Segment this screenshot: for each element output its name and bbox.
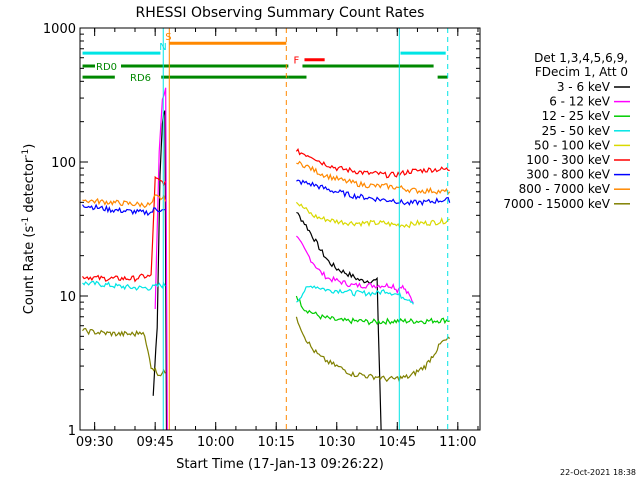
y-axis-label: Count Rate (s-1 detector-1) xyxy=(21,144,37,315)
legend-entry-label: 25 - 50 keV xyxy=(542,124,611,138)
legend-entry-label: 3 - 6 keV xyxy=(557,80,611,94)
status-bar-label-bg xyxy=(292,53,303,66)
x-tick-label: 10:45 xyxy=(379,435,416,450)
legend-entry-label: 6 - 12 keV xyxy=(549,95,611,109)
y-axis: 1 10 100 1000 xyxy=(43,22,480,439)
series-line-0 xyxy=(152,110,382,430)
status-bar-label-bg xyxy=(95,60,121,73)
x-tick-label: 10:30 xyxy=(318,435,355,450)
series-line-2 xyxy=(295,295,450,326)
y-axis-label-sup-1: -1 xyxy=(21,217,31,226)
y-tick-label: 1000 xyxy=(43,22,76,37)
status-bar-label: RD6 xyxy=(130,73,151,84)
timestamp: 22-Oct-2021 18:38 xyxy=(560,468,636,477)
x-axis: 09:30 09:45 10:00 10:15 10:30 10:45 11:00 xyxy=(76,28,479,450)
marker-label: N xyxy=(159,42,166,53)
x-axis-label: Start Time (17-Jan-13 09:26:22) xyxy=(176,457,384,472)
series-line-4 xyxy=(295,201,450,229)
y-axis-label-mid: detector xyxy=(22,157,37,217)
chart-title: RHESSI Observing Summary Count Rates xyxy=(136,5,425,21)
status-bars-layer: F RD0 RD6 xyxy=(82,41,448,84)
series-line-1 xyxy=(154,87,414,430)
legend-header-line: FDecim 1, Att 0 xyxy=(535,65,628,79)
legend-entry-label: 800 - 7000 keV xyxy=(519,182,611,196)
series-line-5 xyxy=(82,148,450,283)
series-line-6 xyxy=(82,179,451,217)
legend-entry-label: 7000 - 15000 keV xyxy=(503,197,610,211)
legend-entry-label: 50 - 100 keV xyxy=(534,138,611,152)
markers-layer: SN xyxy=(159,28,449,430)
y-axis-label-close: ) xyxy=(22,144,37,149)
x-tick-label: 09:45 xyxy=(136,435,173,450)
series-layer xyxy=(82,87,451,430)
series-line-3 xyxy=(82,280,414,305)
x-tick-label: 10:15 xyxy=(257,435,294,450)
y-tick-label: 100 xyxy=(51,156,76,171)
legend: Det 1,3,4,5,6,9,FDecim 1, Att 03 - 6 keV… xyxy=(503,51,630,211)
legend-entry-label: 100 - 300 keV xyxy=(526,153,610,167)
series-line-7 xyxy=(82,160,451,209)
legend-entry-label: 300 - 800 keV xyxy=(526,168,610,182)
x-tick-label: 10:00 xyxy=(197,435,234,450)
status-bar-label: RD0 xyxy=(96,62,117,73)
x-tick-label: 11:00 xyxy=(439,435,476,450)
plot-frame xyxy=(79,27,481,431)
y-tick-label: 10 xyxy=(59,290,76,305)
x-tick-label: 09:30 xyxy=(76,435,113,450)
marker-label: S xyxy=(165,32,171,43)
y-tick-label: 1 xyxy=(68,424,76,439)
series-line-8 xyxy=(82,316,451,383)
legend-header-line: Det 1,3,4,5,6,9, xyxy=(534,51,628,65)
y-axis-label-sup-2: -1 xyxy=(21,149,31,158)
status-bar-label-bg xyxy=(129,71,155,84)
status-bar-label: F xyxy=(293,56,299,67)
y-axis-label-main: Count Rate (s xyxy=(22,226,37,315)
legend-entry-label: 12 - 25 keV xyxy=(542,109,611,123)
